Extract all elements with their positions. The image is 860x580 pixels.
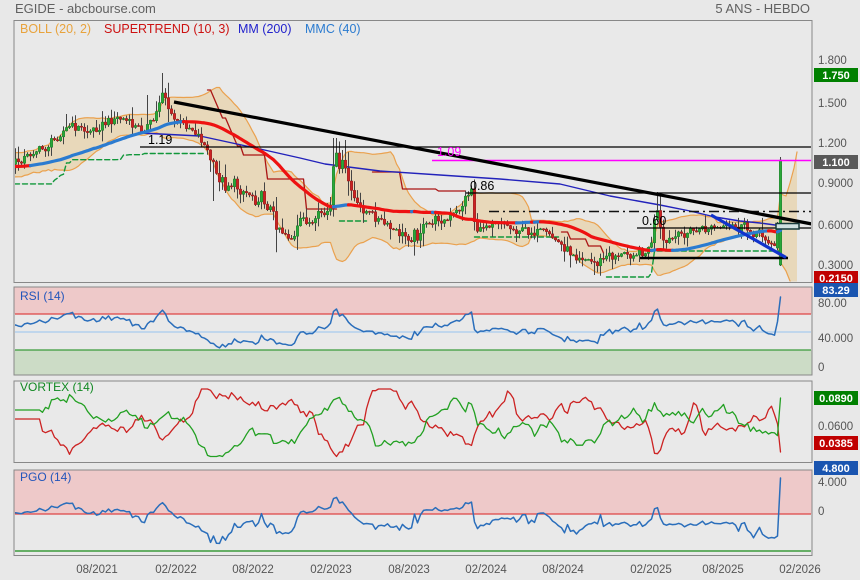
svg-text:1.09: 1.09 [437,145,461,159]
svg-text:RSI (14): RSI (14) [20,289,65,303]
svg-text:1.200: 1.200 [818,138,847,150]
svg-text:0.3000: 0.3000 [818,260,853,272]
svg-text:1.800: 1.800 [818,55,847,67]
svg-text:SUPERTREND (10, 3): SUPERTREND (10, 3) [104,22,230,36]
svg-text:02/2024: 02/2024 [465,564,507,576]
svg-text:08/2021: 08/2021 [76,564,118,576]
svg-text:0.6000: 0.6000 [818,220,853,232]
svg-text:83.29: 83.29 [822,285,850,297]
svg-text:PGO (14): PGO (14) [20,470,71,484]
svg-text:02/2025: 02/2025 [630,564,672,576]
svg-text:0: 0 [818,506,824,518]
svg-text:5 ANS - HEBDO: 5 ANS - HEBDO [715,1,810,16]
svg-text:0.0385: 0.0385 [819,438,853,450]
svg-text:EGIDE - abcbourse.com: EGIDE - abcbourse.com [15,1,156,16]
svg-text:0.2150: 0.2150 [819,273,853,285]
svg-text:02/2023: 02/2023 [310,564,352,576]
svg-text:1.500: 1.500 [818,98,847,110]
svg-text:MM (200): MM (200) [238,22,291,36]
svg-text:02/2022: 02/2022 [155,564,197,576]
svg-text:08/2023: 08/2023 [388,564,430,576]
svg-text:1.750: 1.750 [822,70,850,82]
svg-text:VORTEX (14): VORTEX (14) [20,380,94,394]
svg-text:0.0600: 0.0600 [818,421,853,433]
svg-text:08/2025: 08/2025 [702,564,744,576]
svg-text:02/2026: 02/2026 [779,564,821,576]
svg-text:0.86: 0.86 [470,179,494,193]
svg-text:0.9000: 0.9000 [818,178,853,190]
svg-text:4.000: 4.000 [818,477,847,489]
svg-text:4.800: 4.800 [822,463,850,475]
svg-text:40.000: 40.000 [818,333,853,345]
svg-text:08/2022: 08/2022 [232,564,274,576]
svg-text:08/2024: 08/2024 [542,564,584,576]
svg-text:0: 0 [818,362,824,374]
svg-text:80.00: 80.00 [818,298,847,310]
svg-text:BOLL (20, 2): BOLL (20, 2) [20,22,91,36]
svg-text:1.19: 1.19 [148,133,172,147]
svg-text:0.60: 0.60 [642,214,666,228]
svg-text:MMC (40): MMC (40) [305,22,361,36]
svg-text:0.0890: 0.0890 [819,393,853,405]
svg-text:1.100: 1.100 [822,157,850,169]
